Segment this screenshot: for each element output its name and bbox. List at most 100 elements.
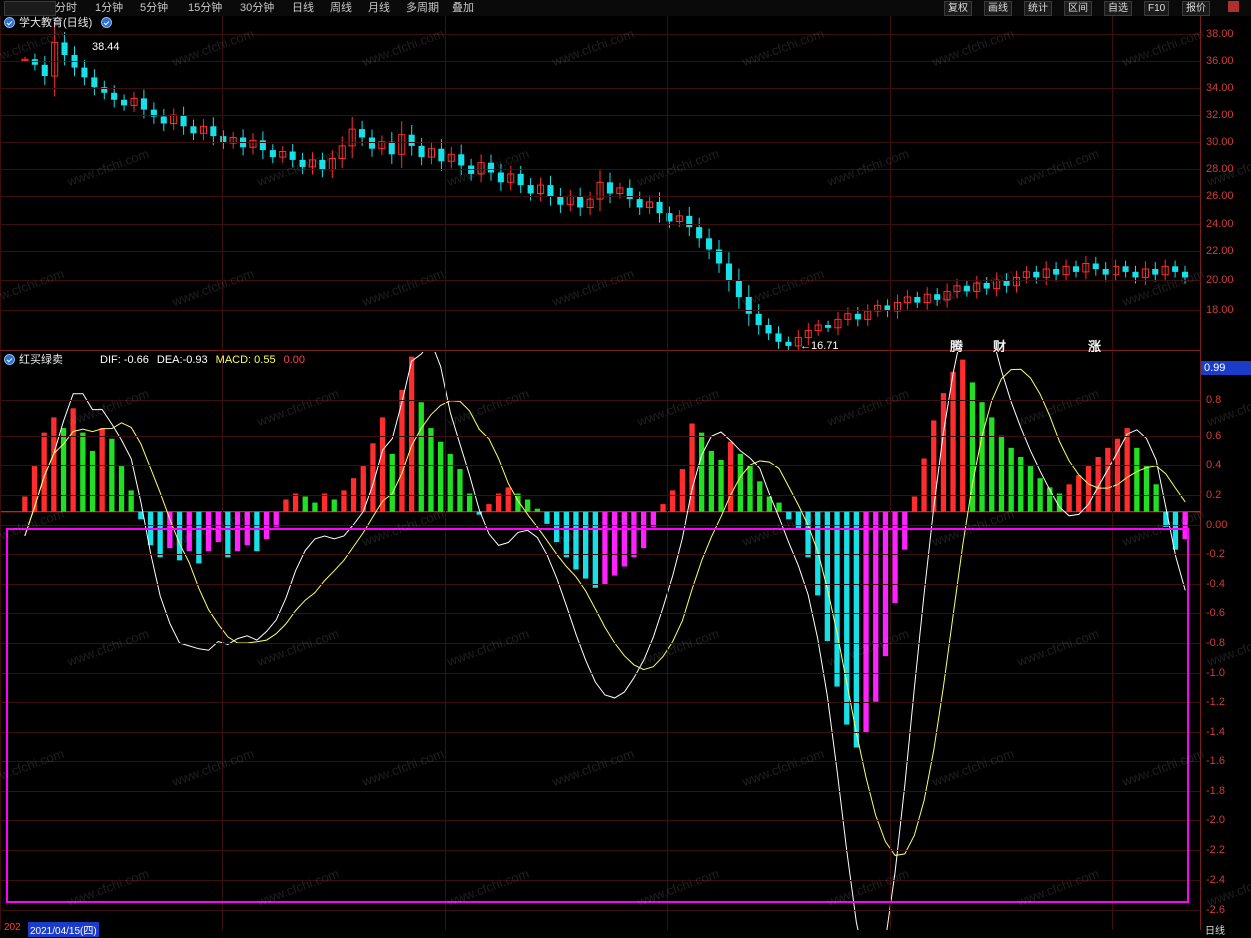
macd-vgridline-3 [667, 352, 668, 930]
toolbar-item-2[interactable]: 5分钟 [140, 2, 169, 14]
macd-readout-2: MACD: 0.55 [215, 354, 276, 366]
macd-vgridline-2 [445, 352, 446, 930]
price-vgridline-5 [1112, 16, 1113, 350]
check-circle-icon[interactable] [4, 16, 15, 28]
price-gridline-6 [0, 196, 1200, 197]
macd-axis-tick-16: -2.2 [1206, 844, 1225, 856]
macd-vgridline-4 [890, 352, 891, 930]
macd-axis-tick-18: -2.6 [1206, 904, 1225, 916]
toolbar-right-item-3[interactable]: 区间 [1064, 1, 1092, 16]
macd-axis-tick-2: 0.6 [1206, 430, 1222, 442]
macd-gridline-7 [0, 584, 1200, 585]
check-circle-icon-2[interactable] [101, 16, 113, 28]
toolbar-item-8[interactable]: 多周期 [406, 2, 439, 14]
macd-gridline-9 [0, 643, 1200, 644]
period-low-label: ←16.71 [800, 340, 839, 352]
overlay-char-1: 财 [993, 339, 1007, 354]
macd-axis-tick-6: -0.2 [1206, 548, 1225, 560]
status-bar: 202 2021/04/15(四) 日线 [0, 922, 1251, 938]
macd-gridline-10 [0, 673, 1200, 674]
macd-vgridline-1 [222, 352, 223, 930]
macd-gridline-17 [0, 880, 1200, 881]
macd-axis-tick-12: -1.4 [1206, 726, 1225, 738]
overlay-char-2: 涨 [1088, 339, 1102, 354]
macd-pane-header: 红买绿卖 [4, 352, 63, 368]
price-axis-tick-2: 34.00 [1206, 82, 1234, 94]
toolbar-item-6[interactable]: 周线 [330, 2, 352, 14]
price-axis-tick-0: 38.00 [1206, 28, 1234, 40]
macd-gridline-13 [0, 761, 1200, 762]
toolbar-item-9[interactable]: 叠加 [452, 2, 474, 14]
macd-axis-tick-3: 0.4 [1206, 459, 1222, 471]
macd-readout-3: 0.00 [283, 354, 305, 366]
macd-gridline-18 [0, 910, 1200, 911]
macd-axis-tick-11: -1.2 [1206, 696, 1225, 708]
price-vgridline-0 [0, 16, 1, 350]
price-gridline-3 [0, 115, 1200, 116]
candlestick-series [21, 21, 1189, 350]
top-toolbar: 分时 1分钟 5分钟 15分钟 30分钟 日线 周线 月线 多周期 叠加 复权 画线 统计 区间 自选 F1… [0, 0, 1251, 17]
toolbar-code-box[interactable] [4, 1, 56, 16]
right-price-axis: 38.00 36.00 34.00 32.00 30.00 28.00 26.00 24.00… [1200, 16, 1251, 930]
toolbar-item-0[interactable]: 分时 [55, 2, 77, 14]
toolbar-right-item-4[interactable]: 自选 [1104, 1, 1132, 16]
price-gridline-8 [0, 251, 1200, 252]
toolbar-item-5[interactable]: 日线 [292, 2, 314, 14]
macd-readout: DIF: -0.66 DEA:-0.93 MACD: 0.55 0.00 [100, 352, 313, 368]
price-gridline-7 [0, 224, 1200, 225]
price-gridline-9 [0, 280, 1200, 281]
price-axis-tick-1: 36.00 [1206, 55, 1234, 67]
close-icon[interactable] [1228, 1, 1239, 12]
macd-axis-tick-8: -0.6 [1206, 607, 1225, 619]
macd-axis-tick-13: -1.6 [1206, 755, 1225, 767]
macd-axis-tick-5: 0.00 [1206, 519, 1228, 531]
macd-axis-tick-14: -1.8 [1206, 785, 1225, 797]
price-gridline-1 [0, 61, 1200, 62]
macd-gridline-11 [0, 702, 1200, 703]
toolbar-right-item-5[interactable]: F10 [1144, 1, 1170, 16]
check-circle-icon-3[interactable] [4, 353, 15, 365]
macd-readout-1: DEA:-0.93 [156, 354, 208, 366]
macd-vgridline-5 [1112, 352, 1113, 930]
toolbar-right-item-6[interactable]: 报价 [1182, 1, 1210, 16]
price-pane-title: 学大教育(日线) [19, 17, 93, 29]
macd-chart-pane[interactable]: 红买绿卖 DIF: -0.66 DEA:-0.93 MACD: 0.55 0.00 [0, 352, 1200, 930]
macd-gridline-12 [0, 732, 1200, 733]
status-date: 2021/04/15(四) [28, 922, 99, 937]
toolbar-item-3[interactable]: 15分钟 [188, 2, 223, 14]
price-vgridline-4 [890, 16, 891, 350]
price-gridline-4 [0, 142, 1200, 143]
status-period: 日线 [1205, 926, 1225, 937]
price-chart-pane[interactable]: 学大教育(日线) 38.44 ←16.71 腾 财 涨 [0, 15, 1200, 354]
overlay-char-0: 腾 [950, 339, 964, 354]
price-vgridline-3 [667, 16, 668, 350]
toolbar-right-item-2[interactable]: 统计 [1024, 1, 1052, 16]
toolbar-item-1[interactable]: 1分钟 [95, 2, 124, 14]
macd-gridline-6 [0, 554, 1200, 555]
price-gridline-5 [0, 169, 1200, 170]
macd-pane-title: 红买绿卖 [19, 354, 63, 366]
macd-axis-tick-17: -2.4 [1206, 874, 1225, 886]
toolbar-item-7[interactable]: 月线 [368, 2, 390, 14]
price-gridline-10 [0, 310, 1200, 311]
macd-series [0, 352, 1200, 930]
macd-axis-tick-10: -1.0 [1206, 667, 1225, 679]
current-value-badge: 0.99 [1201, 361, 1251, 375]
macd-gridline-15 [0, 820, 1200, 821]
price-axis-tick-10: 18.00 [1206, 304, 1234, 316]
macd-gridline-14 [0, 791, 1200, 792]
macd-axis-tick-7: -0.4 [1206, 578, 1225, 590]
macd-axis-tick-15: -2.0 [1206, 814, 1225, 826]
toolbar-item-4[interactable]: 30分钟 [240, 2, 275, 14]
toolbar-right-item-1[interactable]: 画线 [984, 1, 1012, 16]
macd-axis-tick-9: -0.8 [1206, 637, 1225, 649]
period-high-label: 38.44 [92, 41, 120, 53]
status-code: 202 [4, 922, 21, 933]
price-axis-tick-5: 28.00 [1206, 163, 1234, 175]
toolbar-right-item-0[interactable]: 复权 [944, 1, 972, 16]
price-pane-header: 学大教育(日线) [4, 15, 116, 31]
macd-axis-tick-1: 0.8 [1206, 394, 1222, 406]
price-axis-tick-6: 26.00 [1206, 190, 1234, 202]
macd-gridline-2 [0, 436, 1200, 437]
